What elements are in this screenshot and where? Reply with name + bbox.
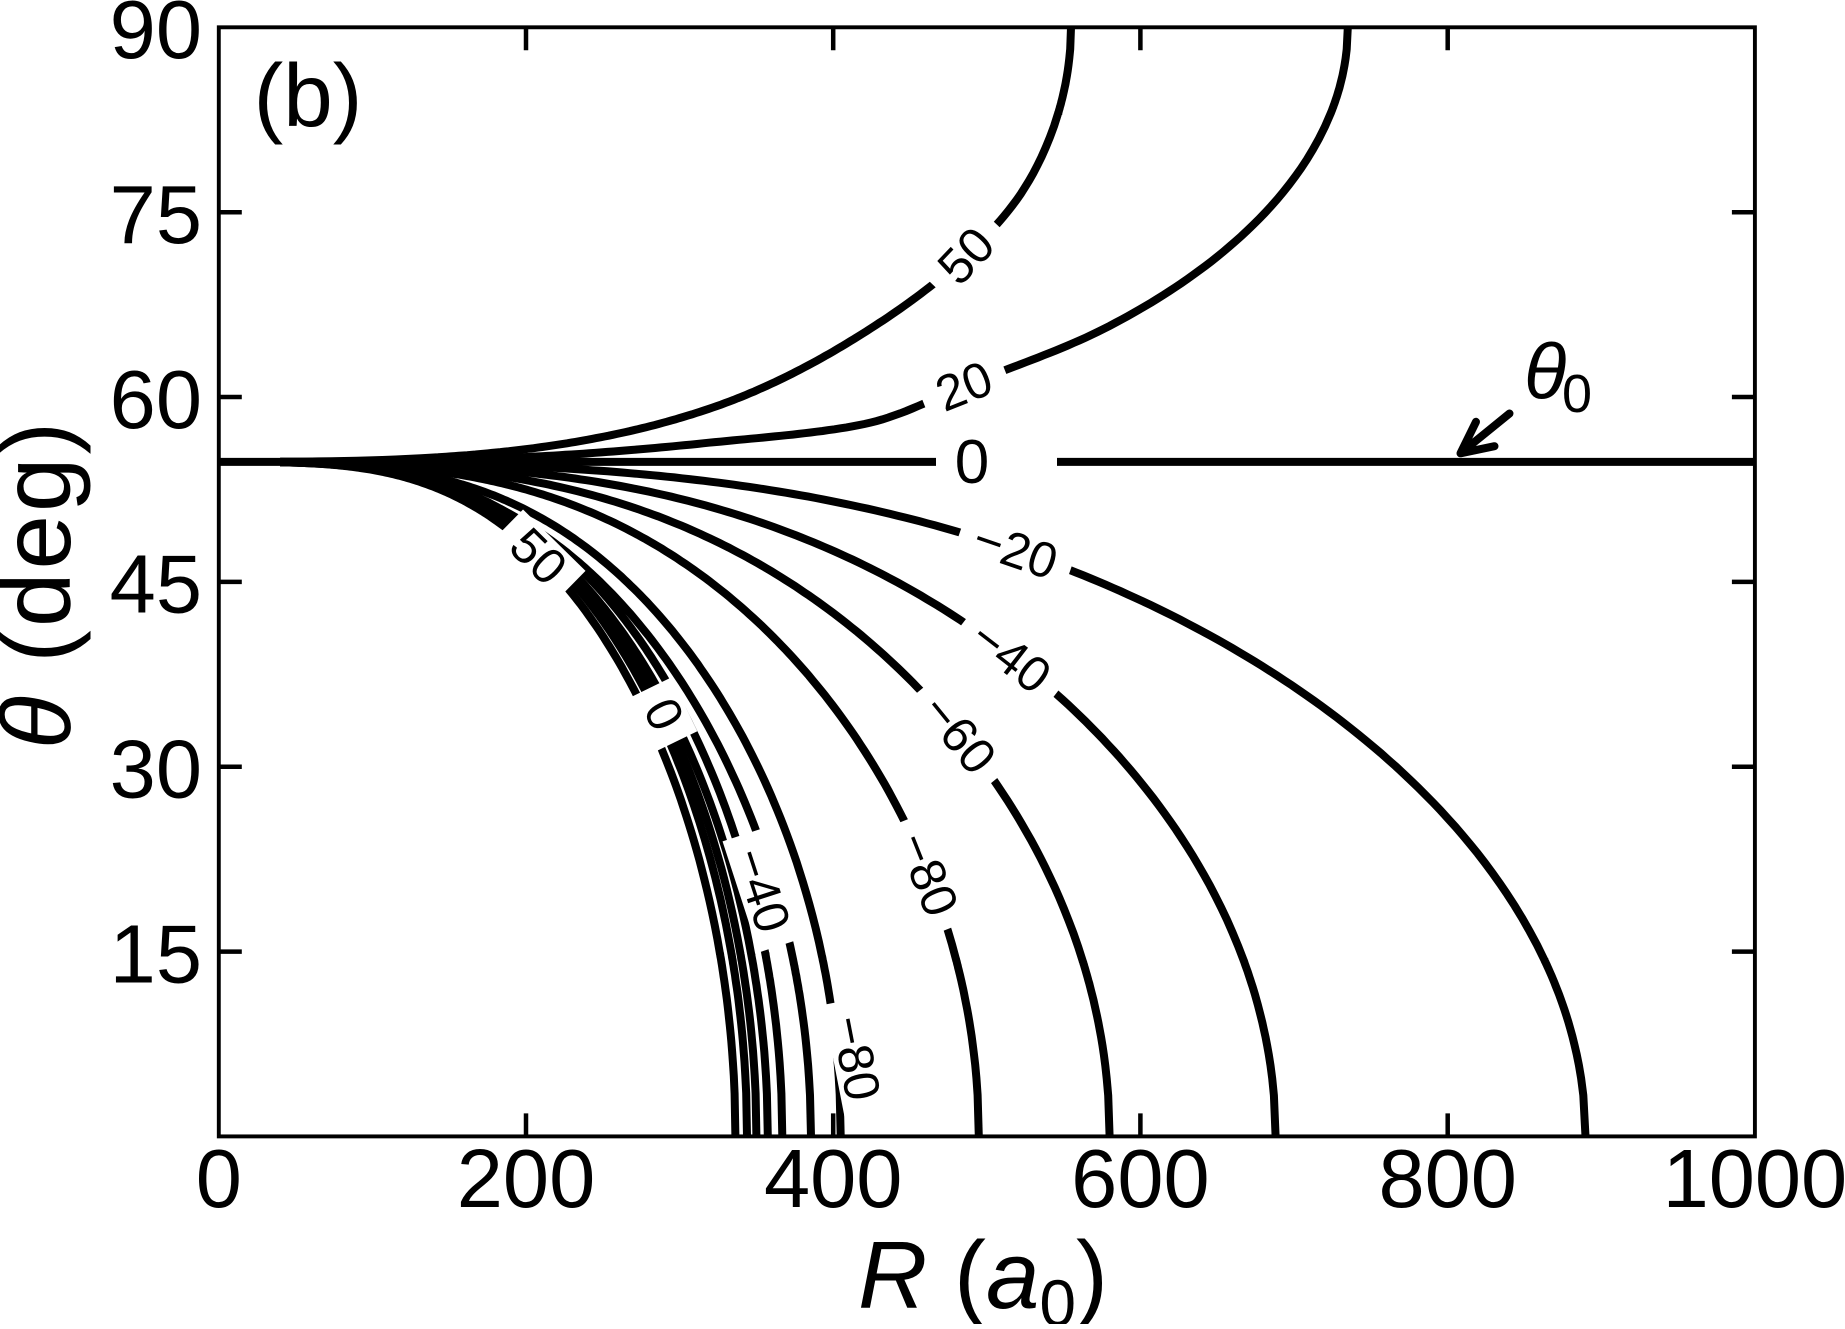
svg-text:R (a0): R (a0) <box>858 1222 1108 1324</box>
svg-text:15: 15 <box>110 907 202 1000</box>
svg-text:75: 75 <box>110 168 202 261</box>
svg-text:60: 60 <box>110 353 202 446</box>
svg-text:200: 200 <box>457 1132 595 1225</box>
svg-text:800: 800 <box>1378 1132 1516 1225</box>
svg-text:30: 30 <box>110 723 202 816</box>
svg-text:(b): (b) <box>254 45 363 145</box>
svg-text:90: 90 <box>110 0 202 76</box>
svg-text:45: 45 <box>110 538 202 631</box>
svg-text:θ (deg): θ (deg) <box>0 419 91 749</box>
svg-text:0: 0 <box>196 1132 242 1225</box>
svg-text:0: 0 <box>955 428 989 497</box>
svg-text:400: 400 <box>764 1132 902 1225</box>
svg-text:0: 0 <box>1562 364 1592 424</box>
svg-text:θ: θ <box>1524 327 1566 415</box>
svg-text:600: 600 <box>1071 1132 1209 1225</box>
svg-text:1000: 1000 <box>1663 1132 1845 1225</box>
